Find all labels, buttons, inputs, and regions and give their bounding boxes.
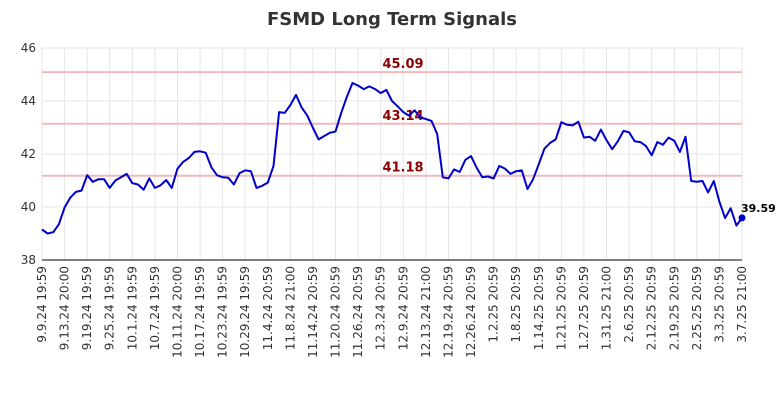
- x-tick-label: 9.13.24 20:00: [58, 266, 72, 350]
- x-tick-label: 1.31.25 21:00: [600, 266, 614, 350]
- x-tick-label: 2.19.25 20:59: [667, 266, 681, 350]
- signal-label: 41.18: [382, 161, 423, 176]
- x-tick-label: 2.12.25 20:59: [645, 266, 659, 350]
- x-tick-label: 10.1.24 19:59: [125, 266, 139, 350]
- x-tick-label: 12.3.24 20:59: [374, 266, 388, 350]
- x-tick-label: 10.7.24 19:59: [148, 266, 162, 350]
- x-tick-label: 11.14.24 20:59: [306, 266, 320, 358]
- x-tick-label: 12.9.24 20:59: [396, 266, 410, 350]
- x-tick-label: 9.25.24 19:59: [103, 266, 117, 350]
- x-tick-label: 11.20.24 20:59: [329, 266, 343, 358]
- x-tick-label: 11.8.24 21:00: [283, 266, 297, 350]
- x-tick-label: 11.4.24 20:59: [261, 266, 275, 350]
- x-tick-label: 10.23.24 19:59: [216, 266, 230, 358]
- y-tick-label: 44: [21, 94, 36, 108]
- y-tick-label: 42: [21, 147, 36, 161]
- x-tick-label: 2.6.25 20:59: [622, 266, 636, 343]
- y-tick-label: 46: [21, 41, 36, 55]
- x-tick-label: 2.25.25 20:59: [690, 266, 704, 350]
- x-tick-label: 10.29.24 19:59: [238, 266, 252, 358]
- x-axis-ticks: 9.9.24 19:59 9.13.24 20:00 9.19.24 19:59 9.…: [35, 266, 749, 358]
- x-tick-label: 9.9.24 19:59: [35, 266, 49, 343]
- x-tick-label: 10.11.24 20:00: [170, 266, 184, 358]
- last-value-label: 39.59: [741, 202, 776, 215]
- x-tick-label: 3.7.25 21:00: [735, 266, 749, 343]
- x-tick-label: 12.13.24 21:00: [419, 266, 433, 358]
- y-tick-label: 40: [21, 200, 36, 214]
- x-tick-label: 1.27.25 20:59: [577, 266, 591, 350]
- x-tick-label: 11.26.24 20:59: [351, 266, 365, 358]
- x-tick-label: 1.8.25 20:59: [509, 266, 523, 343]
- grid: [41, 47, 743, 261]
- x-tick-label: 3.3.25 20:59: [712, 266, 726, 343]
- x-tick-label: 1.14.25 20:59: [532, 266, 546, 350]
- x-tick-label: 1.21.25 20:59: [554, 266, 568, 350]
- x-tick-label: 12.19.24 20:59: [441, 266, 455, 358]
- last-value-point: [738, 214, 746, 222]
- signal-label: 45.09: [382, 57, 423, 72]
- y-tick-label: 38: [21, 253, 36, 267]
- x-tick-label: 10.17.24 19:59: [193, 266, 207, 358]
- price-series: 39.59: [41, 82, 776, 235]
- price-line: [41, 82, 743, 235]
- x-tick-label: 12.26.24 20:59: [464, 266, 478, 358]
- y-axis-ticks: 38 40 42 44 46: [21, 41, 36, 267]
- x-tick-label: 9.19.24 19:59: [80, 266, 94, 350]
- chart-title: FSMD Long Term Signals: [267, 9, 517, 30]
- x-tick-label: 1.2.25 20:59: [487, 266, 501, 343]
